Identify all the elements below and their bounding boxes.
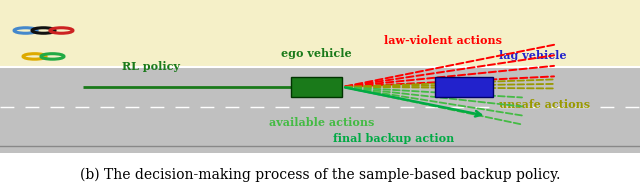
Text: ego vehicle: ego vehicle (282, 49, 352, 60)
Text: available actions: available actions (269, 117, 374, 129)
Text: lag vehicle: lag vehicle (499, 50, 566, 61)
Bar (291, 77, 342, 97)
Text: RL policy: RL policy (122, 61, 180, 72)
Text: unsafe actions: unsafe actions (499, 99, 590, 110)
Bar (0, 0, 640, 67)
Bar (435, 77, 493, 97)
Text: law-violent actions: law-violent actions (384, 35, 502, 46)
Bar (0, 67, 640, 153)
Text: final backup action: final backup action (333, 133, 454, 144)
Text: (b) The decision-making process of the sample-based backup policy.: (b) The decision-making process of the s… (80, 168, 560, 182)
